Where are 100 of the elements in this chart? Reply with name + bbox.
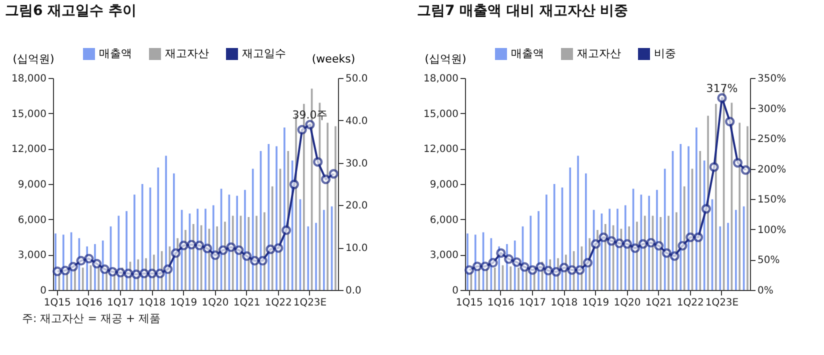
y-tick-label: 15,000: [12, 108, 46, 120]
y2-tick-label: 30.0: [346, 158, 368, 170]
y-tick-label: 18,000: [424, 74, 458, 84]
chart-title: 그림7 매출액 대비 재고자산 비중: [417, 3, 628, 19]
point: [670, 251, 680, 261]
y-tick-label: 0: [40, 286, 46, 296]
point: [147, 268, 157, 278]
y-axis-title: (십억원): [424, 52, 466, 66]
y-tick-label: 9,000: [430, 180, 458, 190]
y-tick-label: 3,000: [18, 250, 46, 262]
point: [163, 264, 173, 274]
y2-tick-label: 300%: [758, 104, 786, 115]
point: [662, 248, 672, 258]
point: [100, 264, 110, 274]
y2-tick-label: 0.0: [346, 286, 362, 296]
y2-tick-label: 40.0: [346, 116, 368, 127]
point: [84, 254, 94, 264]
y-axis-title: (십억원): [12, 52, 54, 66]
point: [551, 267, 561, 277]
y-tick-label: 12,000: [424, 144, 458, 156]
y2-tick-label: 10.0: [346, 243, 368, 254]
point: [472, 262, 482, 272]
y2-tick-label: 50%: [758, 255, 780, 266]
x-tick-label: 1Q16: [75, 298, 102, 308]
legend-label: 매출액: [511, 47, 544, 60]
point: [606, 236, 616, 246]
point: [313, 157, 323, 167]
y2-tick-label: 20.0: [346, 200, 368, 212]
point: [646, 238, 656, 248]
x-tick-label: 1Q23E: [293, 298, 327, 308]
point: [210, 250, 220, 260]
y-tick-label: 3,000: [430, 250, 458, 262]
point: [725, 116, 735, 126]
legend-label: 재고자산: [165, 47, 209, 60]
point: [630, 243, 640, 254]
point: [638, 239, 648, 249]
x-tick-label: 1Q17: [519, 298, 546, 308]
point: [654, 240, 664, 251]
x-tick-label: 1Q17: [107, 298, 134, 308]
y2-tick-label: 50.0: [346, 74, 368, 84]
point: [732, 158, 743, 168]
point: [76, 256, 86, 266]
point: [178, 240, 188, 250]
point: [709, 162, 719, 172]
point: [139, 268, 149, 278]
point: [678, 240, 688, 251]
y2-tick-label: 150%: [758, 194, 786, 206]
y2-axis-title: (weeks): [312, 52, 356, 66]
point: [92, 258, 102, 269]
point: [717, 93, 727, 103]
x-tick-label: 1Q19: [170, 298, 198, 308]
point: [60, 266, 70, 276]
legend-label: 재고자산: [577, 47, 621, 60]
point: [218, 245, 228, 255]
legend-label: 재고일수: [242, 47, 286, 60]
y-tick-label: 6,000: [18, 214, 46, 226]
point: [567, 265, 577, 275]
point: [582, 258, 593, 268]
point: [281, 225, 292, 236]
x-tick-label: 1Q16: [487, 298, 514, 308]
point: [155, 268, 165, 278]
x-tick-label: 1Q18: [550, 298, 578, 308]
x-tick-label: 1Q15: [456, 298, 483, 308]
point: [202, 244, 212, 254]
point: [590, 239, 600, 249]
point: [289, 180, 299, 190]
point: [186, 240, 196, 250]
annotation: 39.0주: [292, 108, 328, 122]
chart-title: 그림6 재고일수 추이: [5, 3, 136, 19]
point: [598, 232, 608, 242]
point: [536, 262, 546, 272]
point: [559, 262, 569, 272]
point: [234, 245, 244, 255]
point: [52, 266, 62, 276]
point: [686, 232, 696, 242]
y-tick-label: 9,000: [18, 180, 46, 190]
point: [194, 240, 204, 250]
x-tick-label: 1Q23E: [705, 298, 739, 308]
point: [488, 258, 498, 268]
legend-label: 매출액: [99, 47, 132, 60]
point: [575, 265, 585, 275]
legend-label: 비중: [654, 47, 676, 60]
point: [68, 262, 78, 272]
x-tick-label: 1Q21: [233, 298, 260, 308]
y-tick-label: 0: [452, 286, 458, 296]
point: [297, 124, 307, 135]
y-tick-label: 15,000: [424, 108, 458, 120]
point: [124, 268, 134, 278]
y2-tick-label: 350%: [758, 74, 786, 84]
point: [266, 244, 276, 254]
x-tick-label: 1Q20: [614, 298, 641, 308]
x-tick-label: 1Q20: [202, 298, 229, 308]
x-tick-label: 1Q15: [44, 298, 71, 308]
point: [622, 239, 632, 249]
point: [504, 254, 514, 264]
y2-tick-label: 0%: [758, 286, 774, 296]
point: [496, 248, 506, 258]
point: [258, 256, 268, 266]
point: [250, 256, 260, 266]
y2-tick-label: 250%: [758, 134, 786, 146]
